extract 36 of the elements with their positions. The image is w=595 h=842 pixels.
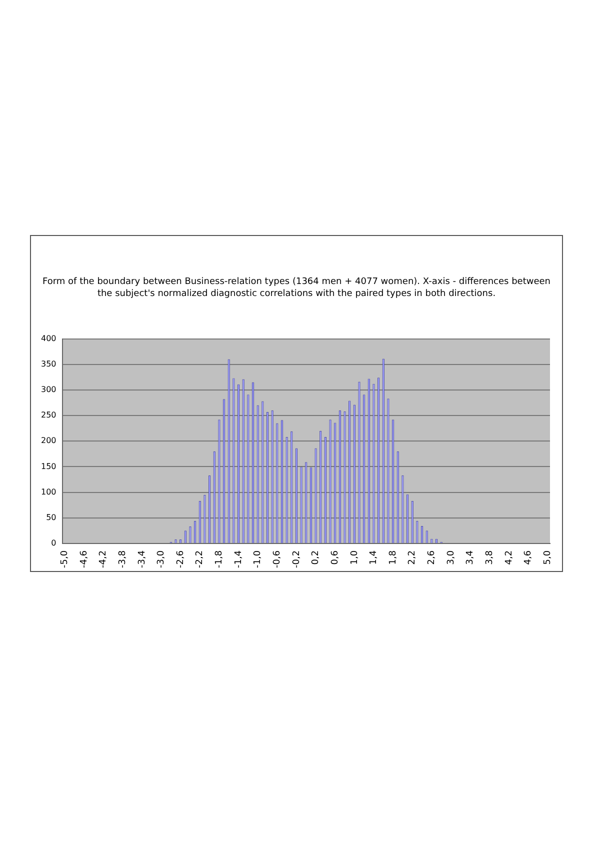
x-tick-label: 1,8: [388, 550, 398, 565]
y-tick-label: 50: [46, 512, 56, 522]
y-tick-label: 350: [40, 359, 56, 368]
y-tick-label: 150: [40, 462, 56, 471]
x-tick-label: -2,6: [176, 550, 186, 568]
x-tick-label: -3,4: [137, 550, 148, 568]
x-tick-label: -1,4: [234, 550, 244, 568]
y-tick-label: 200: [40, 436, 56, 446]
x-tick-label: 2,2: [408, 550, 418, 565]
x-tick-label: -4,6: [79, 550, 90, 568]
x-tick-label: -1,8: [214, 550, 225, 568]
x-tick-label: 2,6: [427, 550, 438, 565]
x-tick-label: 5,0: [542, 550, 553, 565]
x-tick-label: -5,0: [60, 550, 70, 568]
y-tick-label: 100: [40, 487, 56, 496]
y-tick-label: 0: [51, 538, 56, 548]
x-tick-label: 0,2: [311, 550, 322, 565]
x-tick-label: 0,6: [330, 550, 340, 565]
chart-title: Form of the boundary between Business-relation types (1364 men + 4077 women). X-axis - differences between the subject's normalized diagnostic correlations with the paired types in both directions.: [42, 276, 552, 300]
x-tick-label: 1,4: [369, 550, 380, 565]
x-tick-label: -2,2: [195, 550, 206, 568]
x-tick-label: 3,8: [484, 550, 495, 565]
x-tick-label: 3,0: [446, 550, 456, 565]
x-tick-label: 4,2: [504, 550, 514, 565]
x-tick-label: -3,8: [118, 550, 128, 568]
x-tick-label: -1,0: [253, 550, 264, 568]
y-tick-label: 300: [40, 385, 56, 394]
x-tick-label: 3,4: [466, 550, 476, 565]
x-tick-label: 4,6: [524, 550, 534, 565]
x-tick-label: 1,0: [350, 550, 360, 565]
x-tick-label: -4,2: [98, 550, 109, 568]
y-tick-label: 400: [40, 334, 56, 343]
x-tick-label: -0,2: [292, 550, 302, 568]
x-tick-label: -0,6: [272, 550, 283, 568]
y-tick-label: 250: [40, 410, 56, 420]
x-tick-label: -3,0: [156, 550, 167, 568]
